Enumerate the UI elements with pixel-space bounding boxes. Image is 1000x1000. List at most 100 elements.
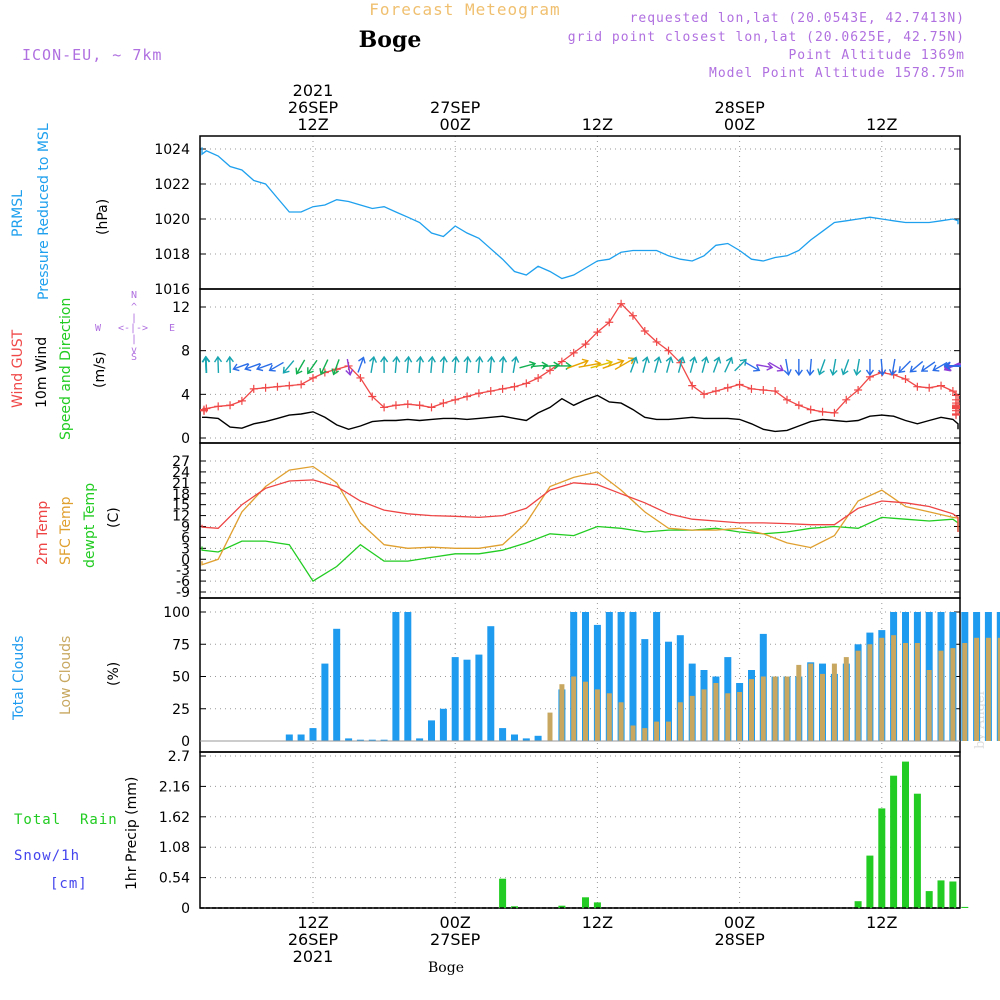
gust-marker xyxy=(309,373,317,382)
wind-arrow-head xyxy=(725,356,734,364)
low-cloud-bar xyxy=(606,693,612,741)
low-cloud-bar xyxy=(879,637,885,741)
low-cloud-bar xyxy=(583,681,588,741)
total-cloud-bar xyxy=(416,738,424,741)
gust-marker xyxy=(237,396,246,405)
wind-arrow xyxy=(794,358,803,377)
gust-marker xyxy=(226,401,235,410)
wind-arrow xyxy=(213,355,223,373)
time-label-top: 28SEP xyxy=(714,98,765,117)
wind-arrow-shaft xyxy=(245,362,261,370)
wind-arrow xyxy=(629,356,639,373)
rain-bar xyxy=(854,901,862,908)
gust-marker xyxy=(202,404,211,413)
wind-arrow xyxy=(392,355,401,373)
y-tick-label: 3 xyxy=(181,541,190,557)
wind-arrow-head xyxy=(415,355,425,363)
low-cloud-bar xyxy=(855,650,861,741)
wind-arrow-shaft xyxy=(296,359,306,375)
total-cloud-bar xyxy=(380,739,388,741)
time-label-bottom: 00Z xyxy=(440,913,471,932)
wind-arrow-head xyxy=(295,367,303,375)
low-cloud-bar xyxy=(594,689,600,741)
rain-bar xyxy=(593,902,601,908)
y-tick-label: 25 xyxy=(172,702,190,718)
gust-marker xyxy=(581,340,590,349)
clouds-panel: 0 25 50 75 100 xyxy=(163,597,961,753)
rain-bar xyxy=(937,880,945,908)
y-tick-label: 100 xyxy=(163,605,190,621)
plot-area: 1016101810201022102404812-9-6-3036912151… xyxy=(154,81,1000,966)
wind-arrow xyxy=(756,362,774,371)
total-cloud-bar xyxy=(593,624,601,741)
grid-point-coords: grid point closest lon,lat (20.0625E, 42… xyxy=(568,30,965,45)
wind-arrow-shaft xyxy=(394,356,398,373)
gust-marker xyxy=(688,381,697,390)
low-cloud-bar xyxy=(891,635,897,741)
y-tick-label: 9 xyxy=(181,520,190,536)
wind-arrow-shaft xyxy=(756,364,773,369)
low-cloud-bar xyxy=(985,637,991,741)
y-tick-label: 21 xyxy=(172,476,190,492)
low-cloud-bar xyxy=(974,637,980,741)
wind-arrow xyxy=(331,359,340,376)
wind-arrow-head xyxy=(232,363,240,372)
wind-arrow xyxy=(642,356,650,373)
wind-arrow-head xyxy=(920,365,928,372)
wind-arrow-shaft xyxy=(880,358,884,375)
wind-arrow xyxy=(511,355,520,373)
gust-marker xyxy=(285,381,294,390)
rain-bar xyxy=(499,878,507,908)
wind-arrow xyxy=(712,356,722,373)
total-cloud-bar xyxy=(321,663,329,741)
main-title: Forecast Meteogram xyxy=(369,0,560,19)
total-cloud-bar xyxy=(475,654,483,741)
wind-arrow-head xyxy=(783,368,792,377)
gust-marker xyxy=(474,389,483,398)
wind-arrow xyxy=(768,361,785,372)
wind-arrow-shaft xyxy=(629,357,637,373)
wind-arrow xyxy=(566,358,589,370)
wind-arrow-head xyxy=(943,361,951,370)
y-tick-label: 8 xyxy=(181,344,190,360)
wind-arrow xyxy=(920,361,936,372)
y-tick-label: 50 xyxy=(172,670,190,686)
total-cloud-bar xyxy=(285,734,293,741)
gust-marker xyxy=(605,318,614,327)
time-label-top: 12Z xyxy=(582,115,613,134)
gust-marker xyxy=(842,395,851,404)
wind-arrow xyxy=(498,355,508,373)
model-altitude: Model Point Altitude 1578.75m xyxy=(709,66,965,81)
low-cloud-bar xyxy=(666,721,671,741)
wind-gust-label: Wind GUST xyxy=(10,329,26,408)
wind-arrow-head xyxy=(806,369,815,377)
wind-arrow-shaft xyxy=(677,357,684,373)
total-cloud-bar xyxy=(345,738,353,741)
wind-arrow-shaft xyxy=(590,361,613,369)
wind-arrow-shaft xyxy=(519,362,536,369)
wind-arrow-shaft xyxy=(531,364,548,368)
total-cloud-bar xyxy=(653,612,661,741)
low-cloud-bar xyxy=(997,637,1000,741)
time-label-bottom: 12Z xyxy=(866,913,897,932)
time-label-bottom: 26SEP xyxy=(288,930,339,949)
wind-arrow-shaft xyxy=(654,357,660,373)
wind-arrow-head xyxy=(202,355,211,363)
snow-label: Snow/1h xyxy=(14,848,80,864)
svg-text:^: ^ xyxy=(131,302,137,313)
low-cloud-bar xyxy=(654,721,660,741)
wind-arrow-head xyxy=(404,355,413,363)
wind-arrow-head xyxy=(642,356,650,364)
svg-text:|: | xyxy=(131,313,137,324)
gust-marker xyxy=(771,387,780,396)
requested-coords: requested lon,lat (20.0543E, 42.7413N) xyxy=(630,11,965,26)
wind-arrow-shaft xyxy=(269,361,284,372)
temp-2m-line xyxy=(201,479,959,532)
wind-arrow-head xyxy=(766,362,774,371)
gust-marker xyxy=(711,387,720,396)
gust-marker xyxy=(214,402,223,411)
y-tick-label: 24 xyxy=(172,465,190,481)
wind-arrow-head xyxy=(319,367,327,376)
wind-arrow-shaft xyxy=(944,364,962,368)
wind-arrow-shaft xyxy=(346,358,351,375)
